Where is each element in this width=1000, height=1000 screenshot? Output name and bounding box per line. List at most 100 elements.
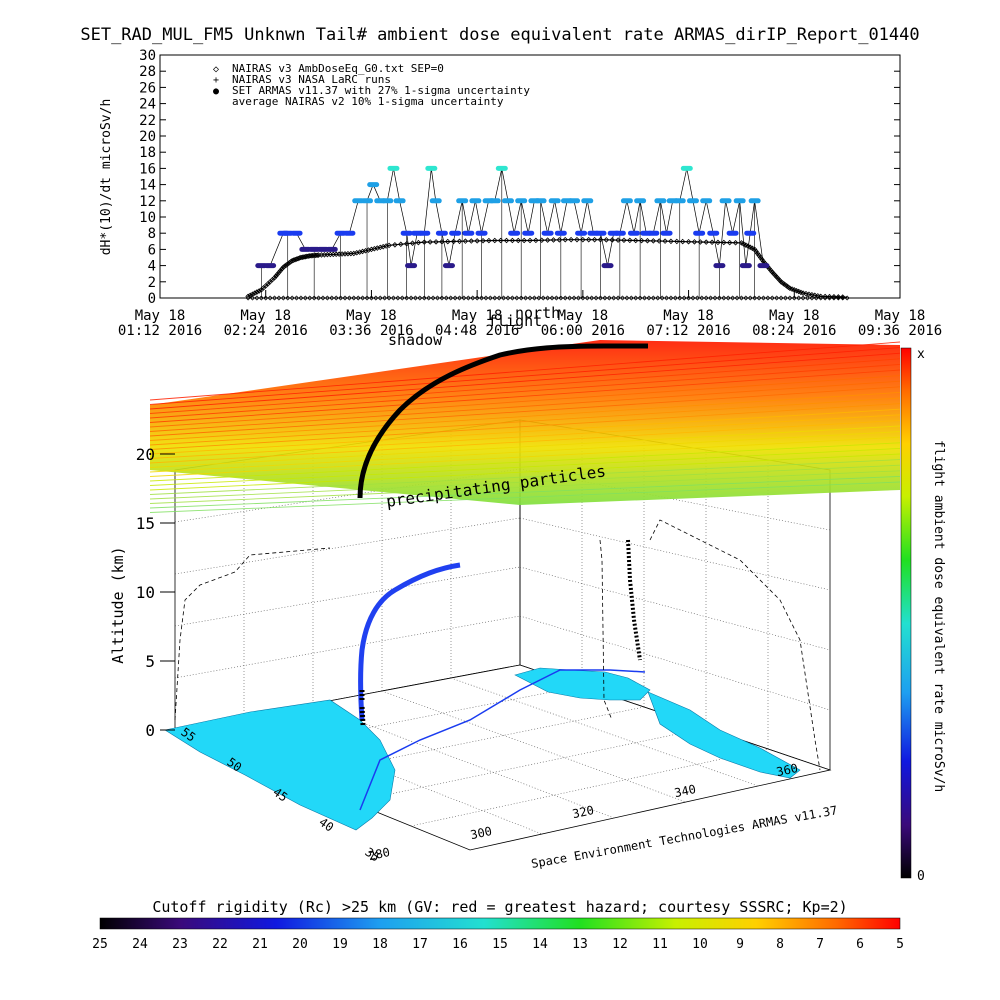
- armas-point: [554, 230, 567, 236]
- nairas-point: [296, 255, 303, 261]
- nairas-point: [392, 242, 398, 248]
- wall-grid-line: [519, 517, 831, 591]
- legend-label: NAIRAS v3 NASA LaRC runs: [232, 73, 391, 86]
- nairas-point: [245, 293, 251, 300]
- armas-point: [757, 263, 770, 269]
- nairas-line: [247, 239, 848, 298]
- altitude-3d-panel: 0 5 10 15 20 Altitude (km) 35 40 45 50 55 280 300…: [109, 340, 901, 871]
- nairas-point: [409, 240, 416, 246]
- overlap-label-north: north: [515, 304, 560, 322]
- nairas-point: [839, 294, 846, 300]
- rigidity-tick-label: 13: [572, 937, 588, 952]
- sheet-line: [149, 414, 901, 459]
- nairas-point: [674, 238, 680, 245]
- armas-point: [613, 230, 626, 236]
- colorbar-bottom-label: 0: [917, 869, 925, 884]
- x-tick-label-time: 03:36 2016: [329, 323, 413, 339]
- sheet-line: [149, 464, 901, 500]
- wall-projection-far: [649, 519, 821, 771]
- armas-point: [673, 198, 686, 204]
- nairas-zero-point: [584, 295, 590, 301]
- nairas-point: [371, 245, 378, 252]
- sheet-line: [149, 358, 901, 414]
- nairas-zero-point: [540, 295, 546, 301]
- nairas-zero-point: [452, 295, 458, 301]
- sheet-line: [149, 352, 901, 410]
- rigidity-tick-label: 21: [252, 937, 268, 952]
- armas-point: [713, 263, 726, 269]
- rigidity-tick-label: 17: [412, 937, 428, 952]
- x-tick-label-date: May 18: [240, 308, 291, 324]
- x-tick-label-date: May 18: [875, 308, 926, 324]
- nairas-zero-point: [567, 295, 573, 301]
- altitude-tick-label: 15: [136, 514, 155, 533]
- nairas-zero-point: [686, 295, 692, 301]
- nairas-zero-point: [514, 295, 520, 301]
- y-tick-label: 4: [148, 259, 156, 275]
- nairas-zero-point: [272, 295, 278, 301]
- nairas-zero-point: [589, 295, 595, 301]
- sheet-line: [149, 397, 901, 446]
- nairas-point: [621, 237, 627, 243]
- armas-point: [400, 230, 413, 236]
- nairas-zero-point: [430, 295, 436, 301]
- rigidity-tick-label: 23: [172, 937, 188, 952]
- nairas-zero-point: [294, 295, 300, 301]
- nairas-point: [691, 239, 698, 245]
- rigidity-tick-label: 12: [612, 937, 628, 952]
- nairas-zero-point: [606, 295, 612, 301]
- nairas-point: [474, 238, 480, 244]
- sheet-line: [149, 425, 901, 468]
- nairas-zero-point: [320, 295, 326, 301]
- nairas-zero-point: [316, 295, 322, 301]
- nairas-point: [279, 266, 285, 272]
- nairas-point: [732, 240, 739, 246]
- nairas-zero-point: [747, 295, 753, 301]
- armas-point: [627, 230, 640, 236]
- armas-point: [456, 198, 469, 204]
- armas-point: [707, 230, 720, 236]
- nairas-zero-point: [474, 295, 480, 301]
- sheet-line: [149, 347, 901, 405]
- y-tick-label: 18: [139, 145, 156, 161]
- nairas-point: [273, 273, 279, 279]
- nairas-point: [368, 246, 375, 253]
- nairas-zero-point: [311, 295, 317, 301]
- rigidity-tick-label: 14: [532, 937, 548, 952]
- armas-point: [501, 198, 514, 204]
- sheet-line: [149, 380, 901, 432]
- armas-point: [367, 182, 380, 188]
- armas-point: [680, 165, 693, 171]
- nairas-point: [835, 294, 842, 300]
- nairas-zero-point: [597, 295, 603, 301]
- sheet-line: [149, 447, 901, 486]
- y-tick-label: 0: [148, 291, 156, 307]
- armas-point: [575, 230, 588, 236]
- nairas-zero-point: [580, 295, 586, 301]
- armas-point: [381, 198, 394, 204]
- longitude-axis: 280 300 320 340 360: [367, 761, 799, 863]
- sheet-line: [149, 431, 901, 473]
- nairas-point: [515, 237, 522, 244]
- nairas-point: [550, 237, 557, 243]
- sheet-line: [149, 442, 901, 482]
- armas-point: [568, 198, 581, 204]
- armas-point: [334, 230, 347, 236]
- armas-point: [620, 198, 633, 204]
- nairas-point: [632, 237, 639, 244]
- nairas-zero-point: [285, 295, 291, 301]
- nairas-zero-point: [492, 295, 498, 301]
- sheet-line: [149, 408, 901, 455]
- armas-point: [541, 230, 554, 236]
- nairas-zero-point: [267, 295, 273, 301]
- nairas-zero-point: [254, 295, 260, 301]
- nairas-point: [544, 237, 551, 243]
- armas-point: [387, 165, 400, 171]
- nairas-zero-point: [611, 295, 617, 301]
- armas-point: [508, 230, 521, 236]
- nairas-zero-point: [840, 295, 846, 301]
- rigidity-tick-label: 10: [692, 937, 708, 952]
- nairas-zero-point: [501, 295, 507, 301]
- nairas-point: [256, 288, 262, 294]
